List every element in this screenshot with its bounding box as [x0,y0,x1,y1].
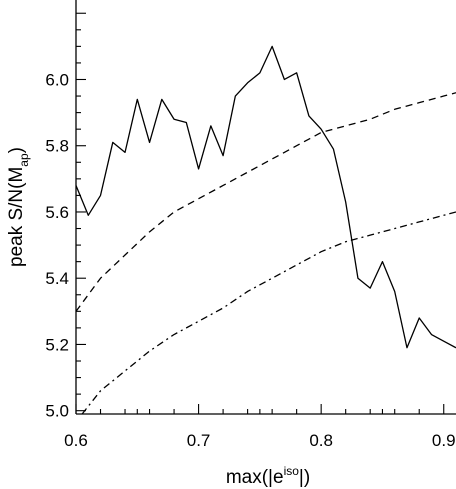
series-line-solid [75,45,456,349]
plot-frame [75,0,456,415]
y-tick-label: 5.4 [45,269,69,288]
y-tick-label: 5.0 [45,402,69,421]
y-tick-label: 5.8 [45,137,69,156]
series-line-dashed [75,92,456,312]
y-axis-label: peak S/N(Map) [6,147,31,267]
axis-ticks [75,12,445,414]
x-tick-label: 0.7 [187,431,211,450]
y-tick-label: 5.2 [45,335,69,354]
y-tick-label: 5.6 [45,203,69,222]
series-line-dashdot [81,211,456,415]
x-tick-label: 0.9 [432,431,456,450]
tick-labels: 5.0 5.2 5.4 5.6 5.8 6.0 0.6 0.7 0.8 0.9 [45,70,455,450]
x-tick-label: 0.6 [64,431,88,450]
x-axis-label: max(|eiso|) [226,464,310,488]
y-tick-label: 6.0 [45,70,69,89]
x-tick-label: 0.8 [309,431,333,450]
series-lines [75,45,456,415]
